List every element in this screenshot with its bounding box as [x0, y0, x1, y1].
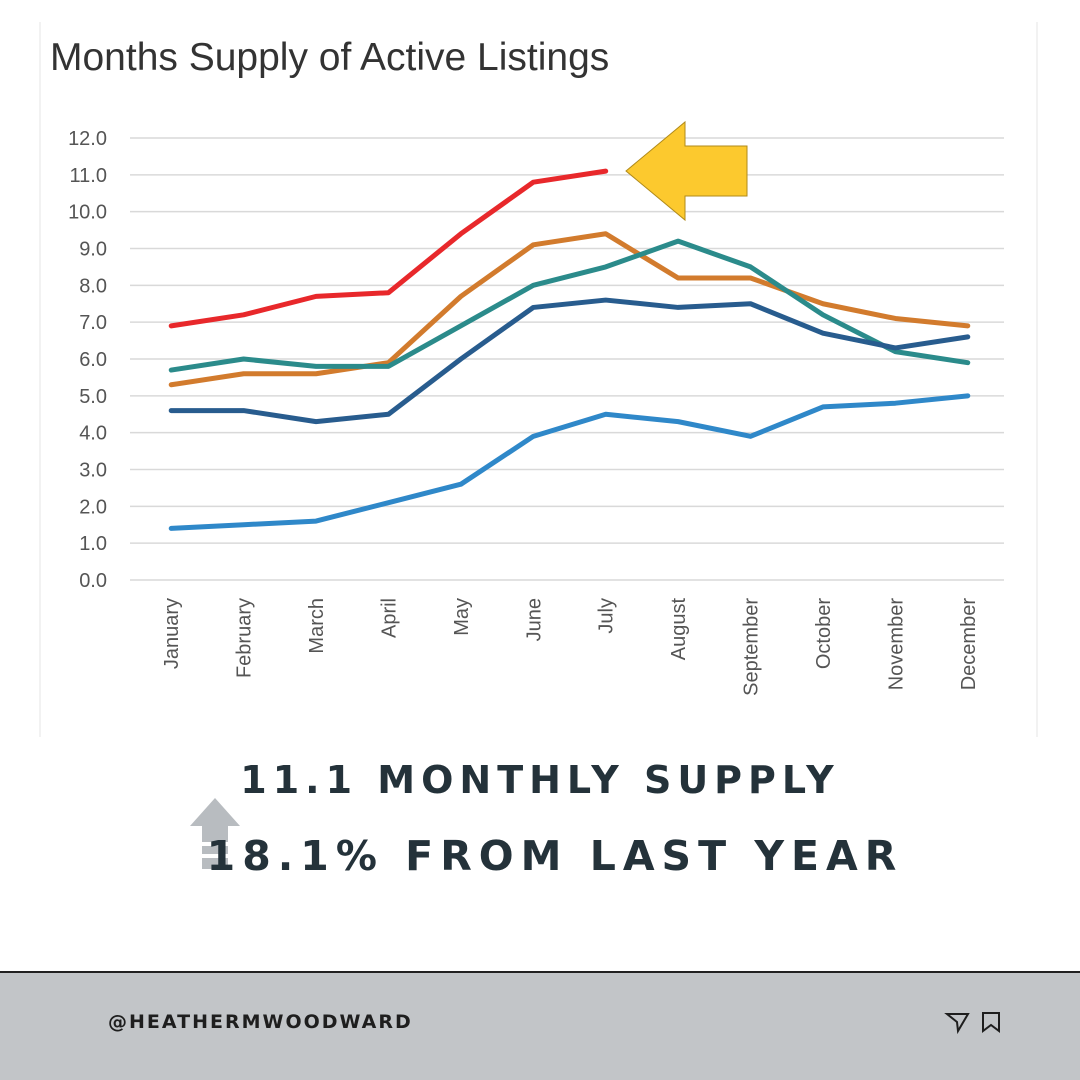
line: [168, 393, 971, 531]
y-tick-label: 1.0: [79, 533, 107, 555]
y-tick-label: 2.0: [79, 496, 107, 518]
handle: @HEATHERMWOODWARD: [108, 1011, 413, 1033]
y-tick-label: 9.0: [79, 239, 107, 261]
y-tick-label: 3.0: [79, 460, 107, 482]
x-tick-label: August: [668, 598, 690, 661]
y-tick-label: 8.0: [79, 275, 107, 297]
y-tick-label: 7.0: [79, 312, 107, 334]
highlight-arrow: [625, 120, 748, 222]
line: [168, 231, 971, 388]
x-tick-label: November: [885, 598, 907, 691]
y-tick-label: 10.0: [68, 202, 107, 224]
y-tick-label: 12.0: [68, 128, 107, 150]
y-tick-label: 11.0: [70, 165, 107, 187]
change-text: 18.1% FROM LAST YEAR: [207, 832, 904, 880]
x-tick-label: May: [451, 598, 473, 636]
up-arrow-icon: [190, 798, 240, 869]
y-tick-label: 4.0: [79, 423, 107, 445]
headline: 11.1 MONTHLY SUPPLY: [240, 758, 839, 802]
line: [168, 238, 971, 373]
x-tick-label: February: [234, 598, 256, 678]
footer-bar: [0, 972, 1080, 1080]
x-tick-label: June: [523, 598, 545, 641]
x-tick-label: July: [596, 598, 618, 634]
chart-title: Months Supply of Active Listings: [50, 36, 609, 79]
y-tick-label: 5.0: [79, 386, 107, 408]
x-tick-label: September: [741, 598, 763, 696]
x-tick-label: April: [378, 598, 400, 638]
bookmark-icon[interactable]: [982, 1012, 1000, 1033]
share-icon[interactable]: [944, 1013, 970, 1035]
line: [168, 168, 609, 329]
y-tick-label: 0.0: [79, 570, 107, 592]
x-tick-label: December: [958, 598, 980, 691]
plot: 0.0 1.0 2.0 3.0 4.0 5.0 6.0 7.0 8.0 9.0 10.0 11.0 12…: [68, 128, 1004, 696]
x-tick-label: March: [306, 598, 328, 654]
line: [168, 297, 971, 425]
x-tick-label: January: [161, 598, 183, 669]
x-tick-label: October: [813, 598, 835, 669]
y-tick-label: 6.0: [79, 349, 107, 371]
